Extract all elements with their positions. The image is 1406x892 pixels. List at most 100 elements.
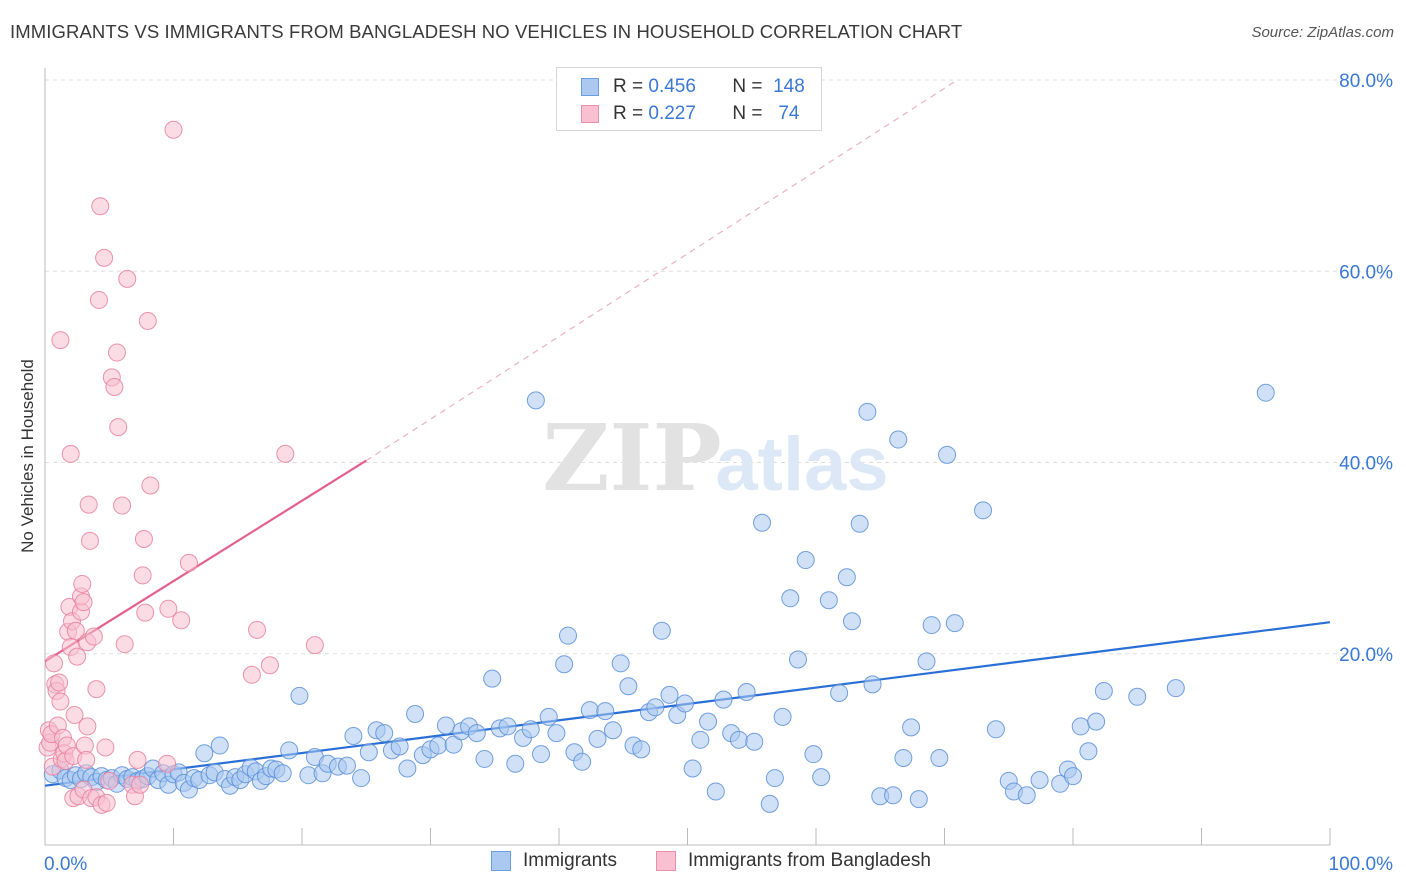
legend-label: Immigrants bbox=[523, 850, 617, 871]
y-axis-label: No Vehicles in Household bbox=[18, 359, 37, 553]
data-point bbox=[260, 656, 279, 675]
data-point bbox=[917, 652, 936, 671]
data-point bbox=[660, 685, 679, 704]
data-point bbox=[986, 720, 1005, 739]
data-point bbox=[753, 513, 772, 532]
data-point bbox=[573, 752, 592, 771]
data-point bbox=[61, 444, 80, 463]
legend-item-immigrants: Immigrants bbox=[491, 850, 617, 872]
data-point bbox=[804, 745, 823, 764]
legend-row-immigrants: R = 0.456 N = 148 bbox=[581, 74, 805, 100]
data-point bbox=[159, 599, 178, 618]
data-point bbox=[172, 611, 191, 630]
legend-swatch-blue bbox=[491, 851, 511, 871]
data-point bbox=[894, 748, 913, 767]
data-point bbox=[337, 756, 356, 775]
data-point bbox=[100, 771, 119, 790]
data-point bbox=[375, 724, 394, 743]
data-point bbox=[89, 290, 108, 309]
data-point bbox=[107, 343, 126, 362]
data-point bbox=[588, 729, 607, 748]
data-point bbox=[1017, 786, 1036, 805]
data-point bbox=[909, 790, 928, 809]
legend-swatch-pink bbox=[656, 851, 676, 871]
data-point bbox=[483, 669, 502, 688]
data-point bbox=[765, 769, 784, 788]
data-point bbox=[134, 530, 153, 548]
data-point bbox=[547, 724, 566, 743]
data-point bbox=[44, 654, 63, 673]
data-point bbox=[1030, 770, 1049, 789]
data-point bbox=[273, 764, 292, 783]
data-point bbox=[745, 732, 764, 751]
data-point bbox=[858, 402, 877, 421]
data-point bbox=[729, 730, 748, 749]
data-point bbox=[290, 686, 309, 705]
series-bangladesh bbox=[38, 120, 324, 814]
data-point bbox=[632, 740, 651, 759]
data-point bbox=[706, 782, 725, 801]
data-point bbox=[138, 311, 157, 330]
data-point bbox=[1087, 712, 1106, 731]
data-point bbox=[884, 786, 903, 805]
data-point bbox=[760, 794, 779, 813]
r-label: R = bbox=[613, 103, 644, 124]
data-point bbox=[133, 566, 152, 585]
data-point bbox=[344, 726, 363, 745]
data-point bbox=[922, 616, 941, 635]
data-point bbox=[475, 749, 494, 768]
data-point bbox=[596, 702, 615, 721]
data-point bbox=[889, 430, 908, 449]
data-point bbox=[930, 748, 949, 767]
data-point bbox=[105, 377, 124, 396]
data-point bbox=[837, 568, 856, 587]
data-point bbox=[652, 621, 671, 640]
data-point bbox=[773, 707, 792, 726]
data-point bbox=[131, 775, 150, 794]
chart-title: IMMIGRANTS VS IMMIGRANTS FROM BANGLADESH… bbox=[10, 21, 963, 42]
data-point bbox=[1079, 742, 1098, 761]
data-point bbox=[1064, 767, 1082, 786]
data-point bbox=[521, 720, 540, 739]
watermark-atlas: atlas bbox=[715, 422, 888, 507]
data-point bbox=[118, 269, 137, 288]
data-point bbox=[691, 730, 710, 749]
data-point bbox=[781, 589, 800, 608]
grid-lines bbox=[45, 79, 1392, 655]
data-point bbox=[683, 759, 702, 778]
data-point bbox=[1094, 682, 1113, 701]
data-point bbox=[115, 635, 134, 654]
data-point bbox=[50, 673, 69, 692]
data-point bbox=[714, 690, 733, 709]
data-point bbox=[974, 501, 993, 520]
legend-swatch-pink bbox=[581, 105, 599, 123]
data-point bbox=[280, 741, 299, 760]
data-point bbox=[210, 736, 229, 755]
n-label: N = bbox=[732, 103, 763, 124]
watermark-zip: ZIP bbox=[542, 404, 721, 512]
data-point bbox=[276, 444, 295, 463]
data-point bbox=[619, 677, 638, 696]
data-point bbox=[842, 612, 861, 631]
data-point bbox=[398, 759, 417, 778]
data-point bbox=[109, 418, 128, 437]
data-point bbox=[558, 626, 577, 645]
data-point bbox=[902, 718, 921, 737]
data-point bbox=[436, 716, 455, 735]
data-point bbox=[1166, 679, 1185, 698]
data-point bbox=[74, 593, 93, 612]
data-point bbox=[789, 650, 808, 669]
data-point bbox=[1128, 687, 1147, 706]
data-point bbox=[646, 698, 665, 717]
data-point bbox=[164, 120, 183, 139]
data-point bbox=[555, 655, 574, 674]
data-point bbox=[195, 744, 214, 763]
data-point bbox=[73, 574, 92, 593]
legend-swatch-blue bbox=[581, 78, 599, 96]
data-point bbox=[359, 743, 378, 762]
data-point bbox=[179, 553, 198, 572]
x-tick-label: 0.0% bbox=[44, 854, 87, 875]
data-point bbox=[467, 724, 486, 743]
y-tick-label: 60.0% bbox=[1339, 262, 1393, 283]
